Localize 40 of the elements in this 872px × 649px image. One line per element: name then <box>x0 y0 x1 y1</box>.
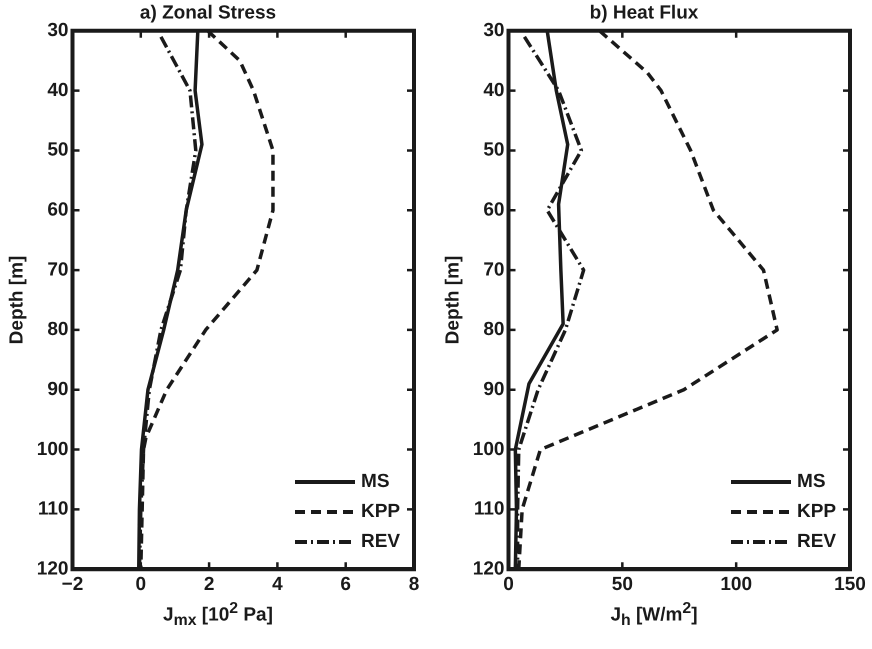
x-tick-label: 8 <box>408 574 420 595</box>
y-tick-label: 50 <box>483 140 504 161</box>
y-tick-label: 30 <box>483 20 504 42</box>
y-tick-label: 120 <box>472 558 504 580</box>
y-tick-label: 60 <box>47 200 68 220</box>
y-tick-label: 90 <box>47 378 68 400</box>
chart-title: b) Heat Flux <box>590 2 699 24</box>
y-tick-label: 100 <box>472 438 504 460</box>
legend-label: MS <box>361 471 390 494</box>
y-tick-label: 60 <box>483 200 504 220</box>
legend-label: REV <box>361 531 400 554</box>
y-tick-label: 90 <box>483 378 504 400</box>
y-tick-label: 70 <box>47 259 68 280</box>
y-tick-label: 70 <box>483 259 504 280</box>
legend-label: KPP <box>361 501 400 524</box>
x-axis-title: J$_{mx}$ [10$^{2}$ Pa] <box>162 600 274 630</box>
x-tick-label: 6 <box>340 574 351 595</box>
legend-label: KPP <box>797 501 836 524</box>
y-tick-label: 30 <box>47 20 68 42</box>
y-axis-title: Depth [m] <box>442 256 464 344</box>
y-tick-label: 110 <box>474 498 504 520</box>
legend-label: REV <box>797 531 836 554</box>
x-tick-label: 100 <box>720 574 752 595</box>
y-tick-label: 40 <box>483 80 504 101</box>
x-tick-label: 0 <box>503 574 514 595</box>
y-tick-label: 100 <box>36 438 68 460</box>
x-tick-label: 2 <box>204 574 214 595</box>
x-tick-label: 0 <box>136 574 146 595</box>
x-axis-title: J$_{h}$ [W/m$^{2}$] <box>609 600 699 630</box>
x-tick-label: 50 <box>612 574 633 595</box>
chart-title: a) Zonal Stress <box>140 2 276 24</box>
y-tick-label: 50 <box>47 140 68 161</box>
y-axis-title: Depth [m] <box>6 256 28 344</box>
legend-label: MS <box>797 471 826 494</box>
y-tick-label: 40 <box>47 80 68 101</box>
x-tick-label: 4 <box>272 574 284 595</box>
y-tick-label: 80 <box>47 319 68 340</box>
x-tick-label: 150 <box>834 574 866 595</box>
y-tick-label: 110 <box>38 498 68 520</box>
y-tick-label: 80 <box>483 319 504 340</box>
